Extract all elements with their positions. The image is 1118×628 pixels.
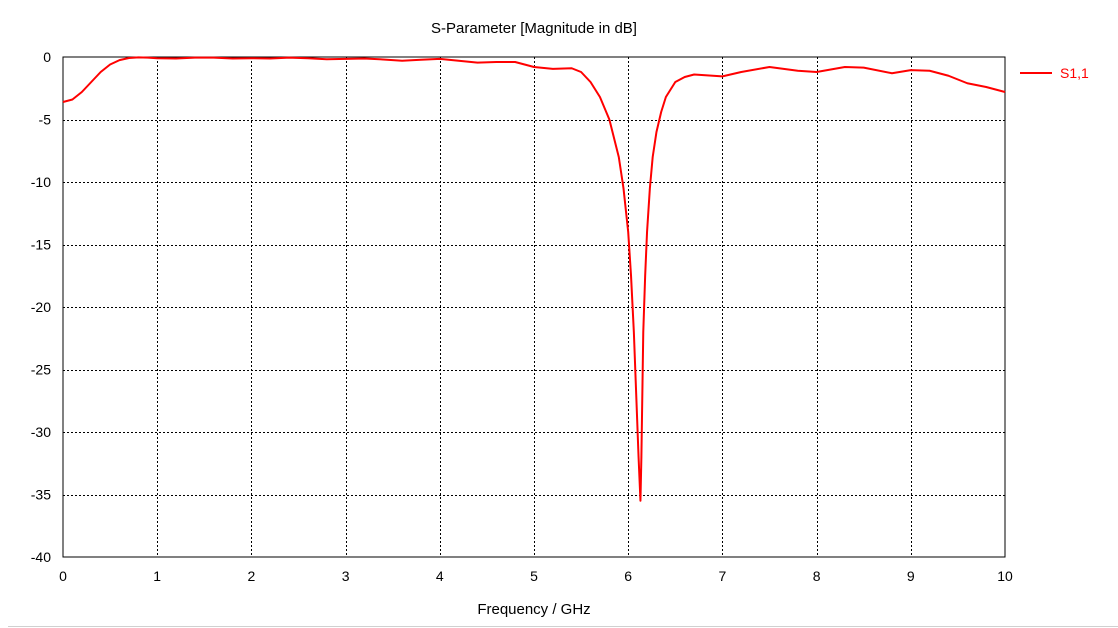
legend-label-s11: S1,1: [1060, 65, 1089, 81]
chart-title: S-Parameter [Magnitude in dB]: [431, 20, 637, 37]
y-tick-label: -30: [31, 424, 51, 440]
grid-layer: [63, 57, 1005, 557]
x-tick-label: 8: [813, 568, 821, 584]
x-tick-label: 5: [530, 568, 538, 584]
x-tick-label: 4: [436, 568, 444, 584]
y-tick-label: -40: [31, 549, 51, 565]
y-tick-label: -25: [31, 362, 51, 378]
y-tick-label: 0: [43, 49, 51, 65]
y-tick-label: -35: [31, 487, 51, 503]
tick-label-layer: 0 1 2 3 4 5 6 7 8 9 10 0 -5 -10 -15 -20 -25 -30 -35 -40: [31, 49, 1013, 584]
x-tick-label: 2: [248, 568, 256, 584]
x-tick-label: 0: [59, 568, 67, 584]
y-tick-label: -15: [31, 237, 51, 253]
window-bottom-border: [8, 626, 1118, 627]
x-tick-label: 7: [719, 568, 727, 584]
series-line-s11: [62, 56, 1006, 502]
legend[interactable]: S1,1: [1020, 65, 1089, 81]
y-tick-label: -20: [31, 299, 51, 315]
y-tick-label: -5: [39, 112, 52, 128]
series-layer: [62, 56, 1006, 502]
x-tick-label: 1: [153, 568, 161, 584]
plot-frame: [62, 56, 1006, 558]
x-tick-label: 10: [997, 568, 1013, 584]
x-tick-label: 9: [907, 568, 915, 584]
x-axis-label: Frequency / GHz: [477, 601, 590, 618]
x-tick-label: 6: [624, 568, 632, 584]
x-tick-label: 3: [342, 568, 350, 584]
y-tick-label: -10: [31, 174, 51, 190]
